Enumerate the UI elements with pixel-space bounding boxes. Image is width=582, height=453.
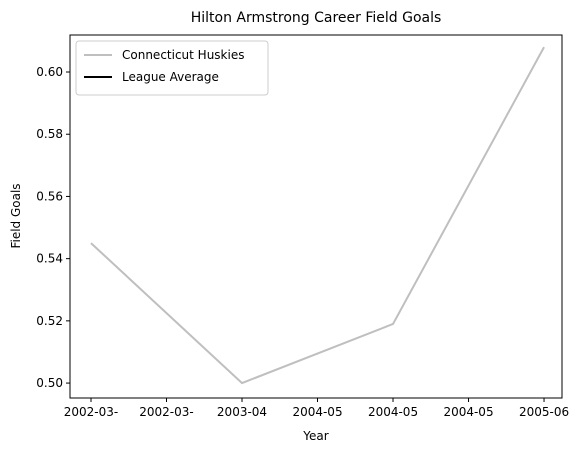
y-tick-label: 0.56 xyxy=(36,189,63,203)
y-tick-label: 0.58 xyxy=(36,127,63,141)
y-tick-label: 0.54 xyxy=(36,252,63,266)
y-tick-label: 0.52 xyxy=(36,314,63,328)
data-line xyxy=(90,46,545,385)
legend-label: Connecticut Huskies xyxy=(122,48,244,62)
x-tick-label: 2004-05 xyxy=(443,405,493,419)
x-tick-label: 2005-06 xyxy=(519,405,569,419)
y-tick-label: 0.50 xyxy=(36,376,63,390)
y-axis-label: Field Goals xyxy=(9,183,23,248)
plot-frame xyxy=(69,34,563,399)
x-tick-label: 2002-03- xyxy=(64,405,118,419)
legend-label: League Average xyxy=(122,70,219,84)
x-tick-label: 2003-04 xyxy=(217,405,267,419)
y-tick-label: 0.60 xyxy=(36,65,63,79)
legend-box xyxy=(75,40,269,96)
x-tick-label: 2004-05 xyxy=(292,405,342,419)
chart-title: Hilton Armstrong Career Field Goals xyxy=(191,10,442,26)
x-tick-label: 2002-03- xyxy=(139,405,193,419)
x-tick-label: 2004-05 xyxy=(368,405,418,419)
legend: Connecticut Huskies League Average xyxy=(75,40,269,96)
x-axis-label: Year xyxy=(302,429,328,443)
